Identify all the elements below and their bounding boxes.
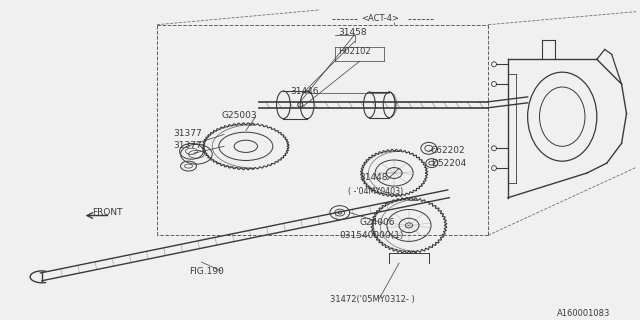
Text: 31377: 31377: [173, 141, 202, 150]
Text: G24006: G24006: [360, 218, 395, 227]
Text: 31472('05MY0312- ): 31472('05MY0312- ): [330, 295, 415, 304]
Text: 31448: 31448: [360, 173, 388, 182]
Text: G25003: G25003: [221, 111, 257, 120]
Text: FIG.190: FIG.190: [189, 267, 225, 276]
Text: A160001083: A160001083: [557, 309, 611, 318]
Text: 31446: 31446: [291, 87, 319, 96]
Text: D52204: D52204: [431, 159, 466, 168]
Text: ( -'04MY0403): ( -'04MY0403): [348, 187, 403, 196]
Text: 31377: 31377: [173, 129, 202, 138]
Text: H02102: H02102: [338, 47, 371, 56]
Text: 31458: 31458: [338, 28, 367, 37]
Text: 031540000(1): 031540000(1): [340, 231, 404, 240]
Text: C62202: C62202: [431, 146, 465, 155]
Text: <ACT-4>: <ACT-4>: [362, 14, 399, 23]
Text: FRONT: FRONT: [93, 208, 123, 217]
